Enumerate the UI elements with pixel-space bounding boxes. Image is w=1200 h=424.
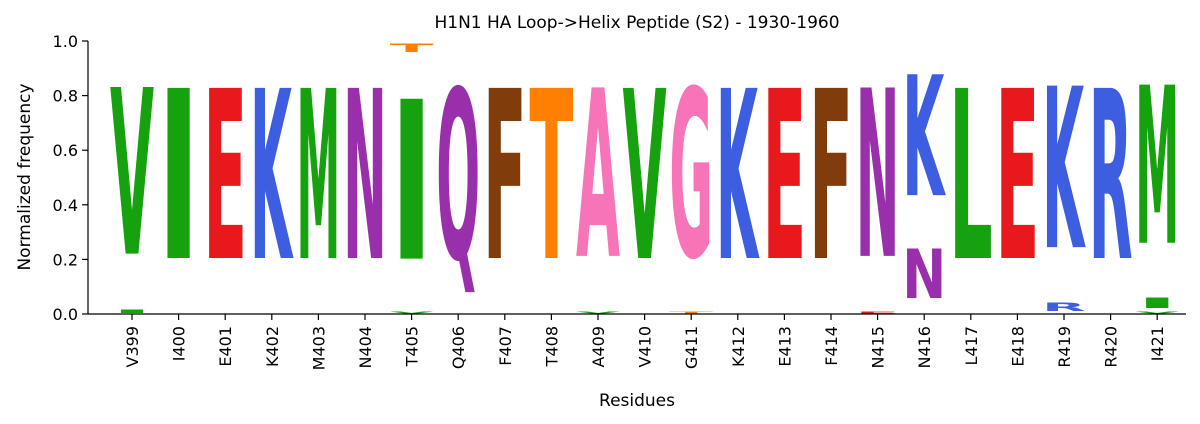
y-tick-label: 0.8 bbox=[53, 87, 78, 106]
x-tick-label: N416 bbox=[915, 326, 934, 369]
logo-letter-f: F bbox=[483, 43, 527, 314]
x-tick-label: V399 bbox=[123, 326, 142, 367]
x-tick-label: E418 bbox=[1008, 326, 1027, 367]
y-tick-label: 1.0 bbox=[53, 32, 78, 51]
x-axis-label: Residues bbox=[599, 391, 675, 411]
x-tick-label: T405 bbox=[403, 326, 422, 367]
x-tick-label: R420 bbox=[1102, 326, 1121, 368]
logo-letter-g: G bbox=[669, 41, 713, 311]
x-tick-label: E413 bbox=[775, 326, 794, 367]
logo-letter-i: I bbox=[110, 309, 154, 314]
y-tick-label: 0.4 bbox=[53, 196, 78, 215]
logo-letter-v: V bbox=[110, 42, 154, 308]
x-tick-label: M403 bbox=[309, 326, 328, 370]
x-tick-label: I400 bbox=[170, 326, 189, 361]
x-tick-label: V410 bbox=[636, 326, 655, 367]
x-tick-label: G411 bbox=[682, 326, 701, 369]
y-tick-label: 0.6 bbox=[53, 141, 78, 160]
x-tick-label: K412 bbox=[729, 326, 748, 367]
logo-letter-k: K bbox=[1042, 42, 1086, 300]
x-tick-label: K402 bbox=[263, 326, 282, 367]
x-tick-label: N404 bbox=[356, 326, 375, 369]
x-tick-label: R419 bbox=[1055, 326, 1074, 368]
logo-letter-t: T bbox=[529, 43, 573, 314]
y-axis-label: Normalized frequency bbox=[15, 83, 35, 270]
plot-area: IV I E K M N VIT Q F T VA V TG K E F EN NK L E RK R VIM bbox=[110, 41, 1179, 315]
logo-letter-m: M bbox=[296, 41, 340, 313]
logo-letter-k: K bbox=[716, 42, 760, 313]
x-tick-label: Q406 bbox=[449, 326, 468, 369]
logo-letter-k: K bbox=[902, 43, 946, 235]
chart-title: H1N1 HA Loop->Helix Peptide (S2) - 1930-… bbox=[434, 13, 839, 33]
logo-letter-m: M bbox=[1135, 42, 1179, 294]
x-tick-label: A409 bbox=[589, 326, 608, 367]
logo-letter-a: A bbox=[576, 42, 620, 311]
logo-letter-r: R bbox=[1089, 42, 1133, 314]
logo-letter-i: I bbox=[157, 41, 201, 313]
logo-letter-t: T bbox=[669, 311, 713, 314]
y-tick-label: 0.0 bbox=[53, 305, 78, 324]
logo-letter-e: E bbox=[762, 43, 806, 314]
logo-letter-n: N bbox=[902, 236, 946, 314]
x-tick-label: L417 bbox=[962, 326, 981, 365]
x-tick-label: I421 bbox=[1148, 326, 1167, 361]
x-tick-label: T408 bbox=[542, 326, 561, 367]
logo-letter-e: E bbox=[995, 43, 1039, 314]
x-axis: V399 I400 E401 K402 M403 N404 T405 Q406 F407 T408… bbox=[88, 313, 1186, 370]
y-tick-label: 0.2 bbox=[53, 250, 78, 269]
logo-letter-r: R bbox=[1042, 300, 1086, 314]
logo-letter-f: F bbox=[809, 43, 853, 314]
logo-letter-i: I bbox=[390, 54, 434, 310]
y-axis: 0.0 0.2 0.4 0.6 0.8 1.0 bbox=[53, 32, 89, 324]
logo-letter-e: E bbox=[203, 43, 247, 314]
logo-letter-v: V bbox=[1135, 311, 1179, 314]
x-tick-label: E401 bbox=[216, 326, 235, 367]
logo-letter-t: T bbox=[390, 41, 435, 55]
logo-letter-k: K bbox=[250, 42, 294, 313]
logo-letter-n: N bbox=[343, 41, 387, 313]
logo-letter-v: V bbox=[576, 311, 620, 314]
logo-letter-v: V bbox=[623, 42, 667, 314]
logo-letter-v: V bbox=[390, 311, 434, 314]
logo-letter-e: E bbox=[856, 311, 900, 314]
logo-letter-i: I bbox=[1135, 295, 1179, 311]
x-tick-label: N415 bbox=[869, 326, 888, 369]
logo-letter-n: N bbox=[856, 42, 900, 311]
x-tick-label: F407 bbox=[496, 326, 515, 366]
logo-letter-q: Q bbox=[436, 41, 480, 313]
x-tick-label: F414 bbox=[822, 326, 841, 366]
logo-letter-l: L bbox=[949, 41, 993, 314]
